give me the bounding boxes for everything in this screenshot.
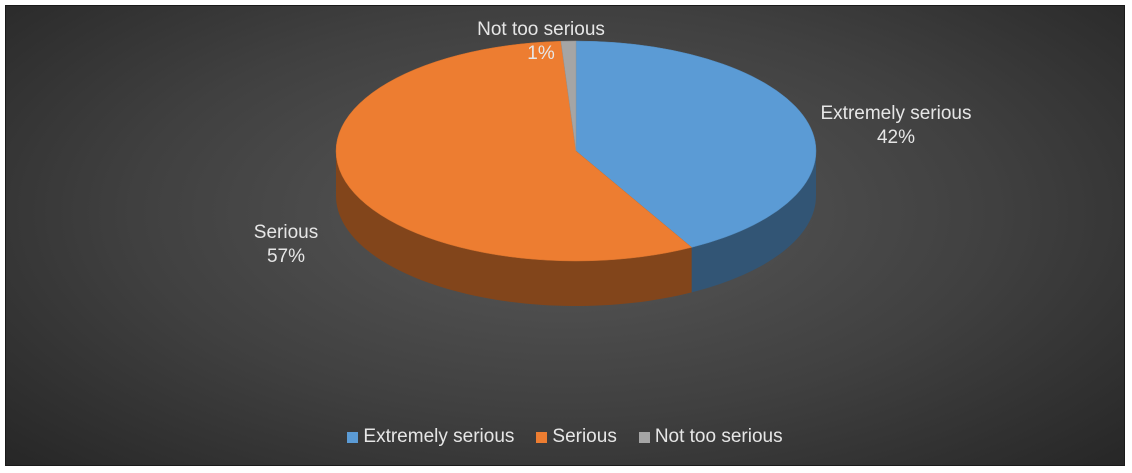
pie-top-faces	[335, 40, 817, 262]
slice-percent-extremely-serious: 42%	[876, 127, 916, 148]
legend-swatch-serious	[536, 431, 548, 443]
slice-category-serious: Serious	[253, 222, 319, 243]
legend-swatch-extremely-serious	[347, 431, 359, 443]
pie-side-extremely-serious	[691, 151, 816, 293]
legend-item-extremely-serious[interactable]: Extremely serious	[347, 426, 514, 448]
slice-label-serious: Serious 57%	[236, 221, 336, 269]
legend-label-serious: Serious	[552, 426, 617, 447]
pie-side-serious	[336, 151, 692, 306]
legend-item-not-too-serious[interactable]: Not too serious	[638, 426, 783, 448]
slice-label-extremely-serious: Extremely serious 42%	[801, 102, 991, 150]
pie-slice-not-too-serious	[560, 40, 577, 152]
slice-percent-not-too-serious: 1%	[527, 43, 555, 64]
slice-category-extremely-serious: Extremely serious	[820, 103, 972, 124]
chart-area: Extremely serious 42% Serious 57% Not to…	[5, 5, 1125, 466]
legend-swatch-not-too-serious	[638, 431, 650, 443]
pie-slice-serious	[335, 40, 693, 262]
pie-slice-extremely-serious	[575, 40, 817, 248]
legend-label-extremely-serious: Extremely serious	[363, 426, 515, 447]
legend-item-serious[interactable]: Serious	[536, 426, 617, 448]
pie-side-walls	[336, 151, 816, 306]
legend: Extremely serious Serious Not too seriou…	[6, 426, 1124, 448]
slice-percent-serious: 57%	[266, 246, 306, 267]
slice-label-not-too-serious: Not too serious 1%	[461, 18, 621, 66]
slice-category-not-too-serious: Not too serious	[477, 19, 605, 40]
legend-label-not-too-serious: Not too serious	[654, 426, 783, 447]
pie-chart	[335, 40, 817, 306]
